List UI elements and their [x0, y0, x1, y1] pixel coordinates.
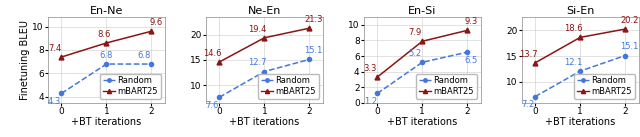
Text: 4.3: 4.3 — [48, 97, 61, 106]
Text: 9.3: 9.3 — [465, 17, 478, 26]
Text: 7.2: 7.2 — [522, 100, 535, 109]
X-axis label: +BT iterations: +BT iterations — [229, 117, 300, 127]
Text: 20.2: 20.2 — [620, 16, 639, 25]
Title: En-Si: En-Si — [408, 6, 436, 16]
Y-axis label: Finetuning BLEU: Finetuning BLEU — [20, 20, 29, 100]
Title: Ne-En: Ne-En — [248, 6, 281, 16]
Legend: Random, mBART25: Random, mBART25 — [416, 73, 477, 99]
Title: En-Ne: En-Ne — [90, 6, 123, 16]
Text: 5.2: 5.2 — [409, 49, 422, 58]
Text: 7.4: 7.4 — [48, 44, 61, 53]
Text: 9.6: 9.6 — [149, 18, 163, 27]
Text: 7.6: 7.6 — [206, 101, 219, 110]
Text: 6.5: 6.5 — [465, 56, 478, 65]
Text: 21.3: 21.3 — [304, 15, 323, 24]
Text: 18.6: 18.6 — [564, 24, 582, 33]
Text: 13.7: 13.7 — [519, 50, 538, 59]
Text: 12.7: 12.7 — [248, 58, 267, 67]
Text: 14.6: 14.6 — [204, 49, 221, 58]
Text: 8.6: 8.6 — [97, 30, 110, 39]
Legend: Random, mBART25: Random, mBART25 — [258, 73, 319, 99]
Text: 6.8: 6.8 — [138, 51, 151, 60]
Legend: Random, mBART25: Random, mBART25 — [100, 73, 161, 99]
Legend: Random, mBART25: Random, mBART25 — [574, 73, 634, 99]
Text: 19.4: 19.4 — [248, 25, 267, 34]
Title: Si-En: Si-En — [566, 6, 595, 16]
Text: 6.8: 6.8 — [100, 51, 113, 60]
Text: 3.3: 3.3 — [364, 64, 377, 73]
Text: 15.1: 15.1 — [620, 42, 639, 51]
Text: 12.1: 12.1 — [564, 58, 582, 67]
X-axis label: +BT iterations: +BT iterations — [387, 117, 458, 127]
Text: 7.9: 7.9 — [409, 28, 422, 37]
X-axis label: +BT iterations: +BT iterations — [545, 117, 615, 127]
Text: 1.2: 1.2 — [364, 97, 377, 106]
Text: 15.1: 15.1 — [305, 46, 323, 55]
X-axis label: +BT iterations: +BT iterations — [72, 117, 141, 127]
